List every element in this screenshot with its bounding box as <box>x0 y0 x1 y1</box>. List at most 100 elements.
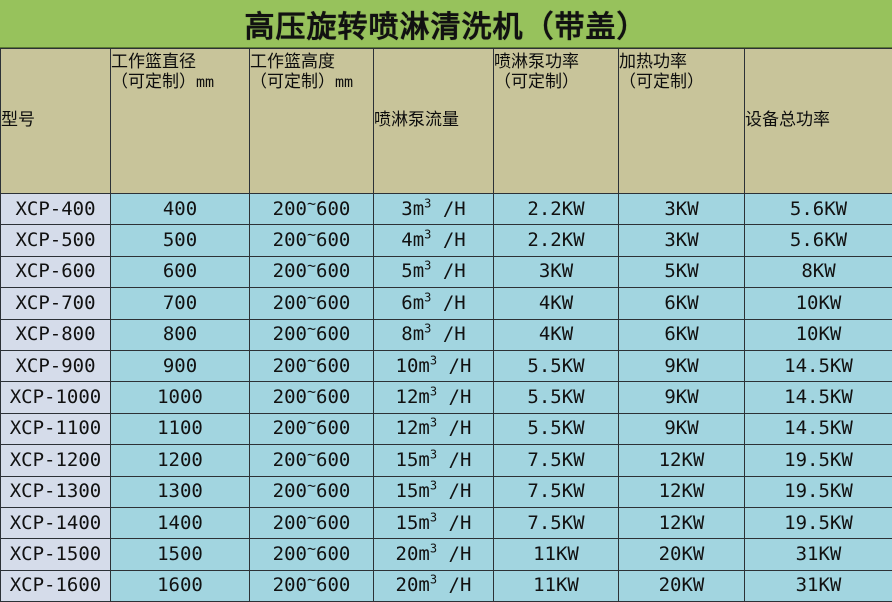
cell-model: XCP-1200 <box>1 445 111 476</box>
cell-total_power: 14.5KW <box>745 413 892 444</box>
cell-heating_power: 12KW <box>619 445 745 476</box>
cell-basket_diameter: 400 <box>111 194 250 225</box>
cell-model: XCP-1000 <box>1 382 111 413</box>
cell-pump_flow: 12m3 /H <box>374 382 494 413</box>
cell-heating_power: 12KW <box>619 476 745 507</box>
cell-total_power: 19.5KW <box>745 476 892 507</box>
cell-basket_height: 200~600 <box>250 256 374 287</box>
cell-basket_height: 200~600 <box>250 539 374 570</box>
cell-basket_diameter: 600 <box>111 256 250 287</box>
cell-heating_power: 6KW <box>619 319 745 350</box>
column-header-basket-diameter-label: 工作篮直径 <box>111 52 196 72</box>
column-header-basket-height: 工作篮高度 （可定制）mm <box>250 49 374 194</box>
column-header-model-label: 型号 <box>1 110 35 130</box>
column-header-pump-flow-label: 喷淋泵流量 <box>374 110 459 130</box>
cell-pump_power: 11KW <box>494 539 619 570</box>
cell-model: XCP-400 <box>1 194 111 225</box>
column-header-model: 型号 <box>1 49 111 194</box>
column-header-total-power-label: 设备总功率 <box>745 110 830 130</box>
header-row: 型号 工作篮直径 （可定制）mm 工作篮高度 （可定制）mm 喷淋泵流量 喷淋泵… <box>1 49 892 194</box>
cell-model: XCP-1100 <box>1 413 111 444</box>
cell-basket_diameter: 700 <box>111 288 250 319</box>
cell-basket_height: 200~600 <box>250 288 374 319</box>
column-header-pump-power: 喷淋泵功率 （可定制） <box>494 49 619 194</box>
cell-model: XCP-1500 <box>1 539 111 570</box>
cell-basket_height: 200~600 <box>250 570 374 601</box>
column-header-pump-power-label: 喷淋泵功率 <box>494 52 579 72</box>
cell-pump_flow: 8m3 /H <box>374 319 494 350</box>
cell-heating_power: 3KW <box>619 194 745 225</box>
cell-pump_power: 7.5KW <box>494 476 619 507</box>
cell-heating_power: 9KW <box>619 413 745 444</box>
cell-pump_power: 5.5KW <box>494 413 619 444</box>
column-header-heating-power-label: 加热功率 <box>619 52 687 72</box>
cell-heating_power: 9KW <box>619 350 745 381</box>
cell-pump_flow: 12m3 /H <box>374 413 494 444</box>
cell-basket_diameter: 1400 <box>111 507 250 538</box>
column-header-total-power: 设备总功率 <box>745 49 892 194</box>
title-banner: 高压旋转喷淋清洗机（带盖） <box>0 0 892 48</box>
cell-pump_power: 3KW <box>494 256 619 287</box>
cell-pump_flow: 5m3 /H <box>374 256 494 287</box>
cell-total_power: 14.5KW <box>745 350 892 381</box>
cell-pump_power: 4KW <box>494 288 619 319</box>
cell-basket_diameter: 1100 <box>111 413 250 444</box>
column-header-heating-power-sub: （可定制） <box>619 72 704 92</box>
cell-basket_diameter: 900 <box>111 350 250 381</box>
cell-pump_power: 4KW <box>494 319 619 350</box>
cell-pump_power: 7.5KW <box>494 445 619 476</box>
cell-pump_power: 5.5KW <box>494 350 619 381</box>
cell-pump_power: 2.2KW <box>494 194 619 225</box>
cell-total_power: 10KW <box>745 319 892 350</box>
cell-total_power: 19.5KW <box>745 507 892 538</box>
cell-total_power: 19.5KW <box>745 445 892 476</box>
cell-basket_height: 200~600 <box>250 507 374 538</box>
column-header-pump-power-sub: （可定制） <box>494 72 579 92</box>
cell-pump_flow: 15m3 /H <box>374 507 494 538</box>
cell-basket_height: 200~600 <box>250 445 374 476</box>
cell-heating_power: 6KW <box>619 288 745 319</box>
cell-heating_power: 20KW <box>619 570 745 601</box>
cell-pump_flow: 10m3 /H <box>374 350 494 381</box>
cell-basket_height: 200~600 <box>250 225 374 256</box>
cell-pump_power: 7.5KW <box>494 507 619 538</box>
cell-heating_power: 9KW <box>619 382 745 413</box>
cell-basket_diameter: 500 <box>111 225 250 256</box>
cell-basket_height: 200~600 <box>250 382 374 413</box>
cell-pump_flow: 4m3 /H <box>374 225 494 256</box>
cell-pump_power: 2.2KW <box>494 225 619 256</box>
cell-basket_diameter: 1600 <box>111 570 250 601</box>
cell-total_power: 8KW <box>745 256 892 287</box>
cell-heating_power: 12KW <box>619 507 745 538</box>
cell-model: XCP-1400 <box>1 507 111 538</box>
column-header-basket-diameter-sub: （可定制） <box>111 72 196 92</box>
cell-basket_diameter: 1000 <box>111 382 250 413</box>
cell-pump_flow: 15m3 /H <box>374 445 494 476</box>
cell-pump_flow: 15m3 /H <box>374 476 494 507</box>
cell-pump_flow: 20m3 /H <box>374 539 494 570</box>
cell-total_power: 10KW <box>745 288 892 319</box>
cell-heating_power: 5KW <box>619 256 745 287</box>
column-header-basket-diameter: 工作篮直径 （可定制）mm <box>111 49 250 194</box>
cell-basket_height: 200~600 <box>250 194 374 225</box>
page-title: 高压旋转喷淋清洗机（带盖） <box>245 2 648 46</box>
cell-model: XCP-900 <box>1 350 111 381</box>
column-header-basket-diameter-unit: mm <box>196 73 214 91</box>
cell-pump_power: 5.5KW <box>494 382 619 413</box>
cell-model: XCP-800 <box>1 319 111 350</box>
cell-heating_power: 3KW <box>619 225 745 256</box>
cell-model: XCP-600 <box>1 256 111 287</box>
cell-basket_diameter: 1500 <box>111 539 250 570</box>
